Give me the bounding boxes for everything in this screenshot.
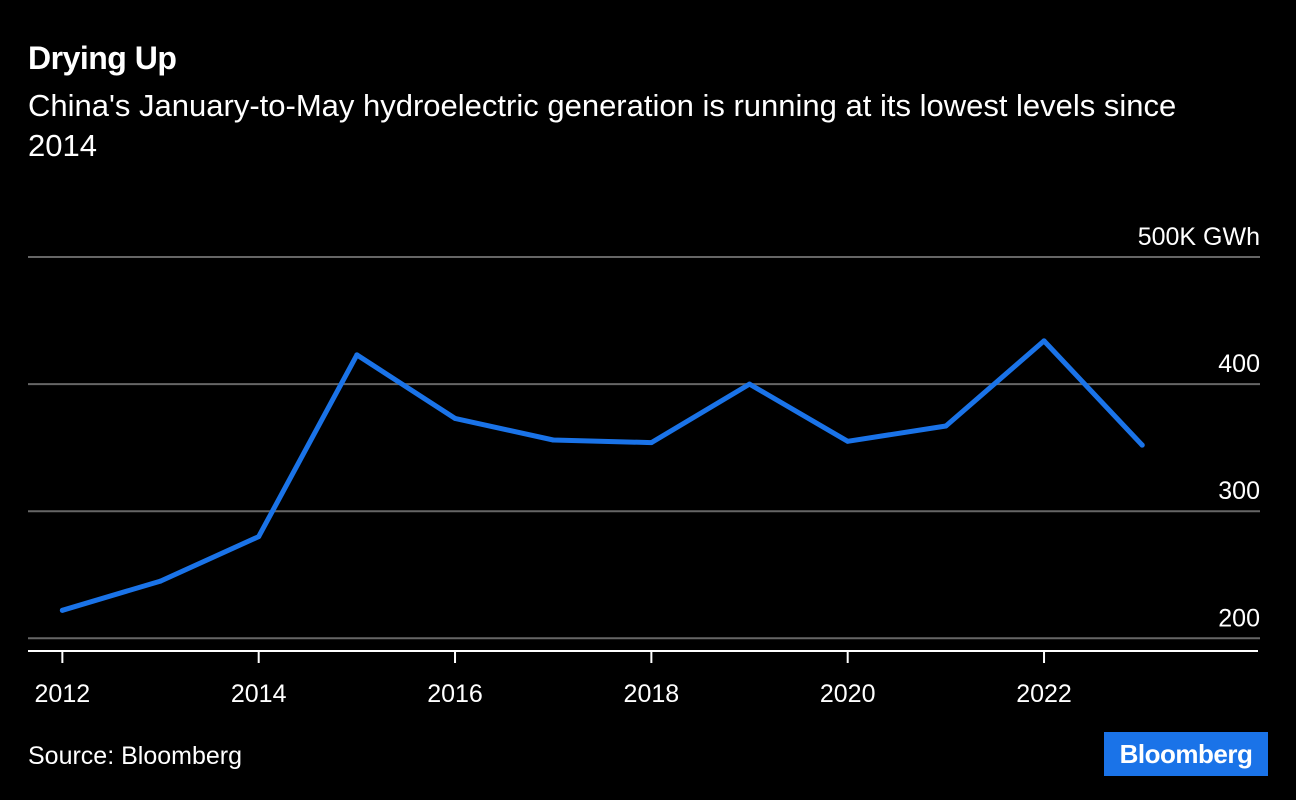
data-point [648, 440, 654, 446]
y-tick-label: 400 [1218, 350, 1260, 378]
data-point [943, 423, 949, 429]
data-point [256, 534, 262, 540]
chart-title: Drying Up [28, 40, 177, 76]
x-tick-label: 2022 [1016, 680, 1072, 708]
x-tick-label: 2012 [35, 680, 91, 708]
x-tick-label: 2020 [820, 680, 876, 708]
data-point [158, 578, 164, 584]
y-tick-label: 200 [1218, 604, 1260, 632]
x-tick-label: 2016 [427, 680, 483, 708]
data-point [550, 437, 556, 443]
data-point [1139, 442, 1145, 448]
data-point [59, 607, 65, 613]
x-tick-label: 2018 [624, 680, 680, 708]
x-tick-label: 2014 [231, 680, 287, 708]
data-point [354, 352, 360, 358]
bloomberg-logo: Bloomberg [1104, 732, 1268, 776]
y-tick-label: 300 [1218, 477, 1260, 505]
y-tick-label: 500K GWh [1138, 223, 1260, 251]
data-point [1041, 338, 1047, 344]
data-point [845, 438, 851, 444]
chart-subtitle: China's January-to-May hydroelectric gen… [28, 88, 1177, 163]
series-line [59, 338, 1145, 613]
source-note: Source: Bloomberg [28, 742, 243, 770]
data-point [452, 415, 458, 421]
data-point [747, 381, 753, 387]
